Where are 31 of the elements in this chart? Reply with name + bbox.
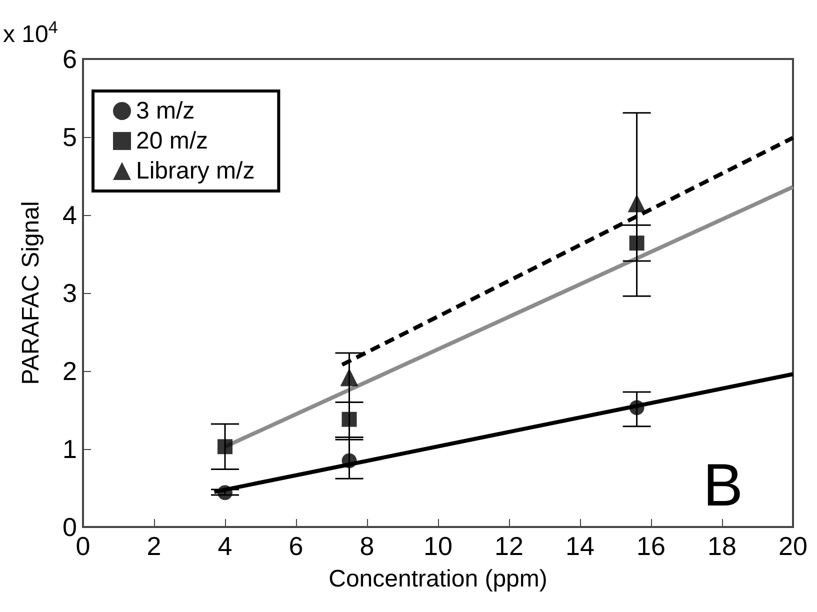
x-tick-label: 12 xyxy=(494,531,524,561)
x-tick-label: 16 xyxy=(636,531,666,561)
y-tick-label: 0 xyxy=(62,512,77,542)
point xyxy=(342,453,357,468)
point xyxy=(218,485,232,500)
x-tick-label: 6 xyxy=(288,531,304,561)
legend-label: Library m/z xyxy=(136,158,255,184)
y-axis-title: PARAFAC Signal xyxy=(18,201,44,385)
point xyxy=(218,439,232,454)
x-tick-label: 8 xyxy=(360,531,374,561)
point xyxy=(629,236,644,251)
x-tick-label: 14 xyxy=(566,531,594,561)
x-axis-title: Concentration (ppm) xyxy=(328,566,548,592)
point xyxy=(628,194,646,212)
annotation: B xyxy=(702,452,744,518)
x-tick-label: 4 xyxy=(218,531,232,561)
x-tick-label: 20 xyxy=(778,531,808,561)
legend-label: 20 m/z xyxy=(136,128,208,154)
legend-label: 3 m/z xyxy=(136,98,195,124)
point xyxy=(342,412,357,427)
x-tick-label: 10 xyxy=(424,531,452,561)
y-tick-label: 2 xyxy=(62,356,77,386)
point xyxy=(340,368,358,386)
y-tick-label: 6 xyxy=(62,44,77,74)
x-tick-label: 18 xyxy=(708,531,736,561)
y-tick-label: 4 xyxy=(62,200,77,230)
x-tick-label: 2 xyxy=(146,531,162,561)
y-tick-label: 1 xyxy=(62,434,77,464)
y-tick-label: 5 xyxy=(62,122,77,152)
y-tick-label: 3 xyxy=(62,278,77,308)
point xyxy=(629,400,644,416)
